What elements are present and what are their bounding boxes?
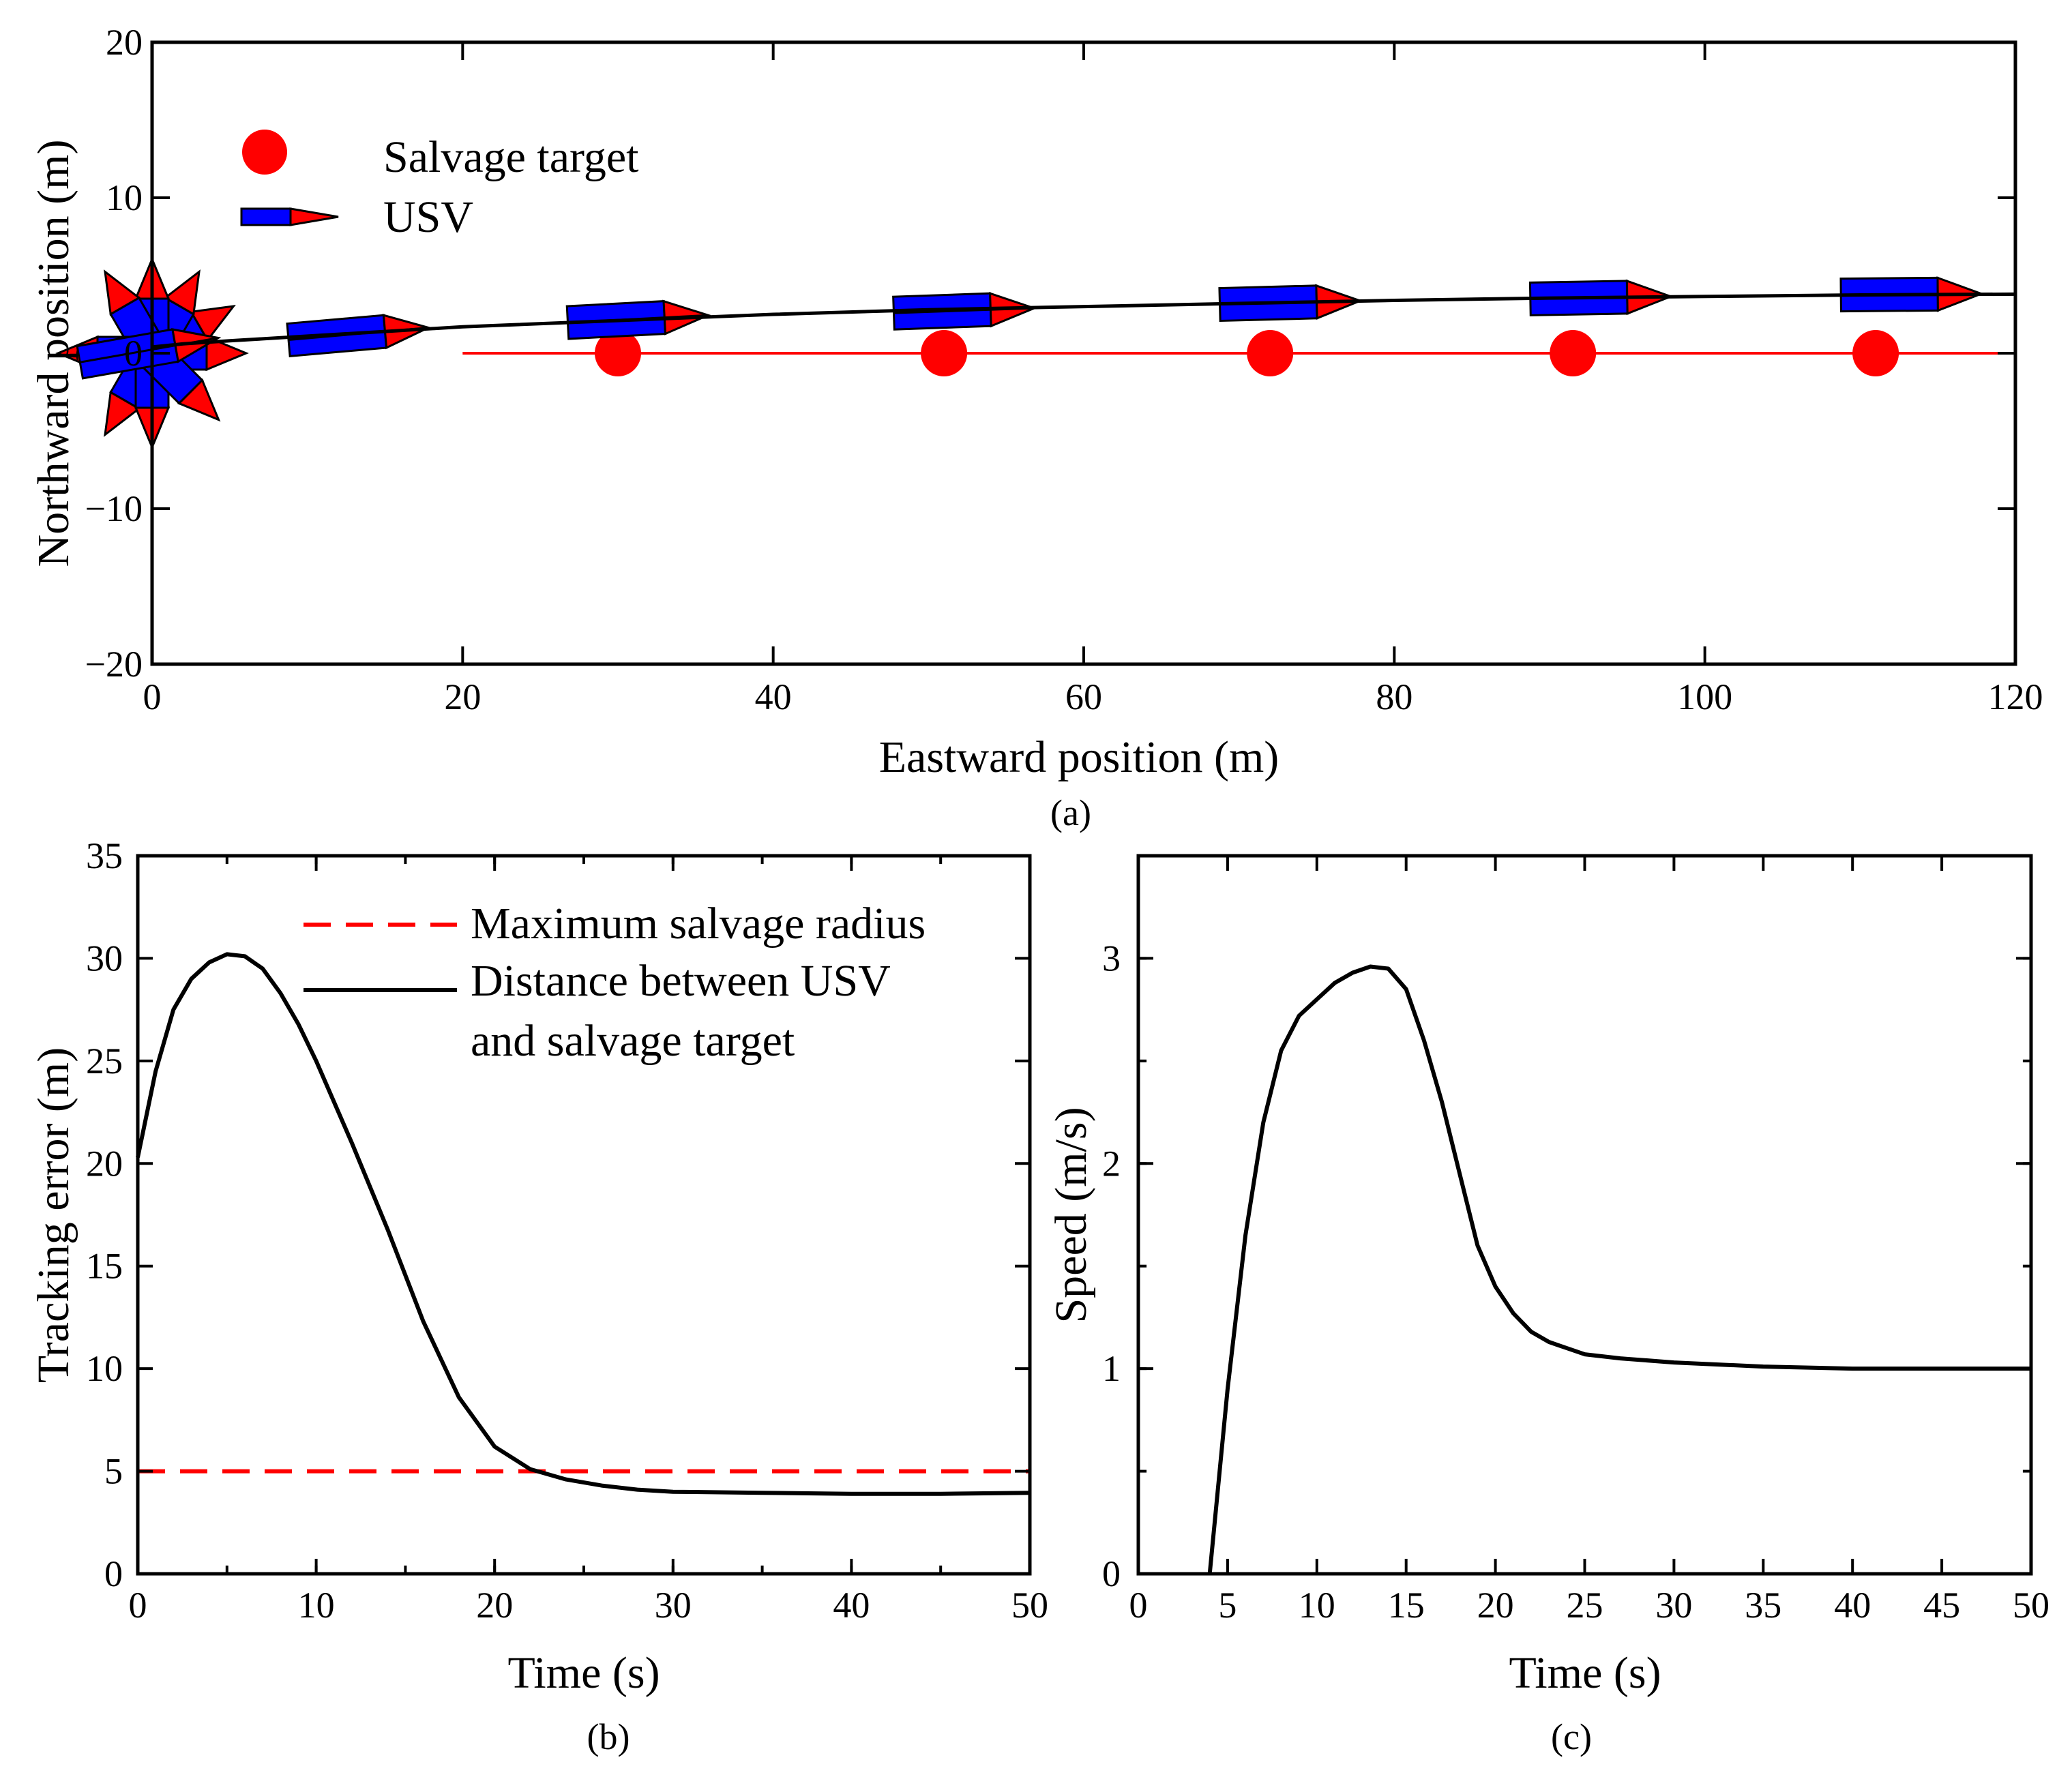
panel-b-plot: 0 10 20 30 40 50 0 5 10 15 20 25 30 35 <box>86 835 1048 1626</box>
usv-bow <box>104 269 141 316</box>
x-tick-label: 40 <box>755 676 792 717</box>
distance-line <box>136 952 1031 1496</box>
panel-c-caption: (c) <box>1551 1716 1592 1757</box>
y-tick-label: 0 <box>1102 1553 1121 1594</box>
panel-a-data <box>55 256 2016 450</box>
panel-b-ylabel: Tracking error (m) <box>29 1047 78 1383</box>
speed-line <box>1207 964 2031 1574</box>
y-tick-label: −10 <box>85 488 143 529</box>
y-tick-label: 35 <box>86 835 123 876</box>
y-tick-label: −20 <box>85 644 143 685</box>
usv-bow <box>104 390 141 437</box>
panel-c-ylabel: Speed (m/s) <box>1046 1107 1096 1323</box>
x-tick-label: 80 <box>1376 676 1412 717</box>
x-tick-label: 50 <box>1011 1585 1048 1626</box>
x-tick-label: 15 <box>1388 1585 1425 1626</box>
legend-salvage-target-label: Salvage target <box>383 132 638 182</box>
legend-distance-label-line1: Distance between USV <box>471 956 891 1006</box>
panel-c-ticks: 0 5 10 15 20 25 30 35 40 45 50 0 1 2 3 <box>1102 854 2049 1626</box>
panel-a-plot: 0 20 40 60 80 100 120 −20 −10 0 10 20 <box>55 22 2043 717</box>
salvage-target-marker <box>1550 330 1597 376</box>
usv-bow <box>163 269 201 316</box>
panel-c-data <box>1207 964 2031 1574</box>
panel-b-caption: (b) <box>587 1716 630 1757</box>
panel-a-ylabel: Northward position (m) <box>29 140 78 567</box>
panel-a-caption: (a) <box>1050 792 1091 833</box>
usv-bow <box>177 378 221 422</box>
salvage-target-marker <box>595 330 641 376</box>
panel-a-xlabel: Eastward position (m) <box>879 732 1279 782</box>
x-tick-label: 40 <box>833 1585 870 1626</box>
salvage-target-marker <box>1852 330 1899 376</box>
panel-c-frame <box>1136 854 2033 1576</box>
y-tick-label: 10 <box>86 1348 123 1389</box>
panel-b-data <box>136 952 1031 1496</box>
x-tick-label: 0 <box>1129 1585 1148 1626</box>
y-tick-label: 0 <box>124 333 143 374</box>
usv-bow <box>189 305 236 342</box>
y-tick-label: 15 <box>86 1246 123 1287</box>
panel-b: 0 10 20 30 40 50 0 5 10 15 20 25 30 35 Tracking error… <box>29 835 1048 1757</box>
x-tick-label: 20 <box>444 676 481 717</box>
panel-b-xlabel: Time (s) <box>507 1648 660 1698</box>
y-tick-label: 5 <box>104 1451 123 1492</box>
x-tick-label: 45 <box>1923 1585 1960 1626</box>
x-tick-label: 10 <box>298 1585 335 1626</box>
usv-trajectory-line <box>151 292 2016 349</box>
y-tick-label: 1 <box>1102 1348 1121 1389</box>
panel-c-xlabel: Time (s) <box>1509 1648 1661 1698</box>
y-tick-label: 25 <box>86 1041 123 1081</box>
y-tick-label: 20 <box>106 22 143 63</box>
x-tick-label: 60 <box>1065 676 1102 717</box>
y-tick-label: 10 <box>106 177 143 218</box>
legend-usv-marker <box>240 207 339 226</box>
panel-a-ticks: 0 20 40 60 80 100 120 −20 −10 0 10 20 <box>85 22 2043 717</box>
y-tick-label: 2 <box>1102 1143 1121 1184</box>
y-tick-label: 3 <box>1102 938 1121 979</box>
panel-a-frame <box>150 40 2017 666</box>
y-tick-label: 20 <box>86 1143 123 1184</box>
x-tick-label: 100 <box>1677 676 1732 717</box>
x-tick-label: 50 <box>2013 1585 2049 1626</box>
salvage-target-marker <box>921 330 968 376</box>
legend-salvage-target-marker <box>242 130 287 175</box>
panel-c-plot: 0 5 10 15 20 25 30 35 40 45 50 0 1 2 3 <box>1102 854 2049 1626</box>
panel-b-legend: Maximum salvage radius Distance between … <box>304 899 926 1066</box>
salvage-target-marker <box>1247 330 1294 376</box>
panel-b-frame <box>136 854 1032 1576</box>
usv-bow <box>205 335 249 372</box>
panel-a: 0 20 40 60 80 100 120 −20 −10 0 10 20 Northward pos… <box>29 22 2043 833</box>
legend-distance-label-line2: and salvage target <box>471 1016 795 1066</box>
x-tick-label: 30 <box>655 1585 692 1626</box>
panel-b-ticks: 0 10 20 30 40 50 0 5 10 15 20 25 30 35 <box>86 835 1048 1626</box>
panel-a-legend: Salvage target USV <box>240 130 638 242</box>
x-tick-label: 40 <box>1834 1585 1871 1626</box>
x-tick-label: 0 <box>129 1585 147 1626</box>
y-tick-label: 30 <box>86 938 123 979</box>
legend-usv-label: USV <box>383 192 473 242</box>
x-tick-label: 20 <box>476 1585 513 1626</box>
panel-c: 0 5 10 15 20 25 30 35 40 45 50 0 1 2 3 Speed (m/s) Tim… <box>1046 854 2049 1757</box>
x-tick-label: 30 <box>1655 1585 1692 1626</box>
legend-max-radius-label: Maximum salvage radius <box>471 899 926 949</box>
x-tick-label: 25 <box>1567 1585 1603 1626</box>
x-tick-label: 120 <box>1988 676 2043 717</box>
x-tick-label: 5 <box>1218 1585 1237 1626</box>
x-tick-label: 10 <box>1299 1585 1335 1626</box>
x-tick-label: 35 <box>1745 1585 1781 1626</box>
y-tick-label: 0 <box>104 1553 123 1594</box>
x-tick-label: 0 <box>143 676 162 717</box>
x-tick-label: 20 <box>1477 1585 1514 1626</box>
